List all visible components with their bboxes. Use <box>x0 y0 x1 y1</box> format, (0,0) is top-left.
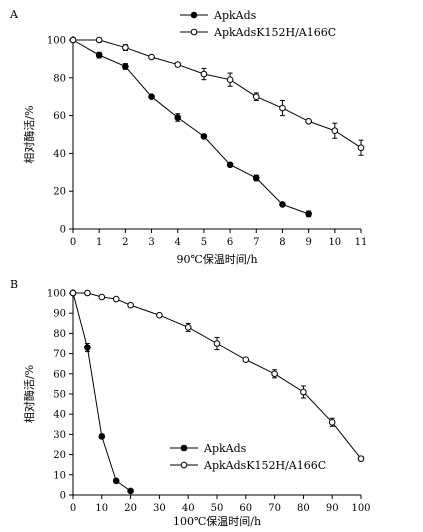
data-point <box>305 210 312 218</box>
y-tick-label: 50 <box>53 390 66 401</box>
y-tick-label: 40 <box>53 149 66 160</box>
data-point <box>200 133 208 140</box>
data-point <box>271 370 278 378</box>
y-tick-label: 80 <box>53 73 66 84</box>
x-tick-label: 0 <box>70 503 76 514</box>
legend-marker <box>180 461 188 469</box>
series-line-2 <box>73 39 362 149</box>
data-point <box>112 295 120 303</box>
chart-panel-b: B 0 10 20 30 40 50 60 70 80 90 100 0 10 20 30 40 50 60 70 80… <box>10 278 371 528</box>
data-point <box>98 433 106 440</box>
y-tick-label: 60 <box>53 111 66 122</box>
data-point <box>156 311 163 319</box>
legend-label: ApkAds <box>203 442 247 455</box>
x-tick-label: 0 <box>70 237 76 248</box>
y-tick-label: 80 <box>53 329 66 340</box>
y-tick-label: 40 <box>53 410 66 421</box>
x-tick-label: 100 <box>351 503 370 514</box>
y-tick-label: 60 <box>53 369 66 380</box>
y-tick-label: 100 <box>47 36 66 47</box>
y-axis-label: 相对酶活/% <box>22 105 36 163</box>
data-point <box>148 93 155 100</box>
data-point <box>84 344 91 351</box>
legend-label: ApkAdsK152H/A166C <box>203 459 326 472</box>
legend-label: ApkAds <box>213 9 257 22</box>
legend-marker <box>190 28 198 36</box>
series-line-1 <box>72 292 131 492</box>
y-tick-label: 0 <box>60 225 66 236</box>
data-point <box>300 388 307 396</box>
x-tick-label: 80 <box>297 503 310 514</box>
data-point <box>127 301 134 309</box>
y-axis-label: 相对酶活/% <box>22 365 36 423</box>
data-point <box>252 174 260 182</box>
data-point <box>279 104 286 112</box>
legend-marker <box>180 444 188 452</box>
y-tick-label: 70 <box>53 349 66 360</box>
x-axis-label: 90℃保温时间/h <box>176 252 257 266</box>
y-tick-label: 10 <box>53 470 66 481</box>
data-point <box>252 93 260 100</box>
data-point <box>305 117 312 125</box>
data-point <box>226 76 234 83</box>
data-point <box>357 144 365 152</box>
chart-panel-a: A 0 1 2 3 4 5 6 7 8 9 10 11 0 20 40 60 80 100 90℃保温时间/h 相对酶活… <box>9 8 367 266</box>
x-tick-label: 4 <box>175 237 181 248</box>
data-point <box>174 114 182 121</box>
data-point <box>213 340 221 347</box>
x-tick-label: 11 <box>355 237 368 248</box>
data-point <box>174 61 182 68</box>
x-tick-label: 3 <box>148 237 154 248</box>
x-tick-label: 10 <box>95 503 108 514</box>
panel-label: B <box>10 278 18 291</box>
panel-label: A <box>9 8 19 21</box>
x-tick-label: 5 <box>201 237 207 248</box>
data-point <box>112 477 120 485</box>
x-tick-label: 8 <box>279 237 285 248</box>
y-tick-label: 100 <box>47 289 66 300</box>
y-tick-label: 20 <box>53 187 66 198</box>
y-tick-label: 90 <box>53 309 66 320</box>
data-point <box>242 356 250 363</box>
y-tick-label: 0 <box>60 491 66 502</box>
data-point <box>184 324 192 331</box>
x-axis-label: 100℃保温时间/h <box>173 514 261 528</box>
x-tick-label: 1 <box>96 237 102 248</box>
data-point <box>122 63 129 70</box>
data-point <box>328 418 336 426</box>
data-point <box>69 289 77 297</box>
data-point <box>200 70 208 78</box>
series-line-1 <box>72 39 309 215</box>
data-point <box>127 487 134 495</box>
data-point <box>95 36 103 44</box>
data-point <box>84 289 91 297</box>
x-tick-label: 9 <box>305 237 311 248</box>
x-tick-label: 70 <box>268 503 281 514</box>
x-tick-label: 20 <box>124 503 137 514</box>
x-tick-label: 60 <box>239 503 252 514</box>
data-point <box>69 36 77 44</box>
x-tick-label: 50 <box>211 503 224 514</box>
x-tick-label: 40 <box>182 503 195 514</box>
data-point <box>95 51 103 59</box>
series-line-2 <box>73 292 362 459</box>
y-tick-label: 30 <box>53 430 66 441</box>
x-tick-label: 30 <box>153 503 166 514</box>
legend-label: ApkAdsK152H/A166C <box>213 26 336 39</box>
x-tick-label: 10 <box>328 237 341 248</box>
data-point <box>226 161 234 169</box>
data-point <box>148 53 155 61</box>
y-tick-label: 20 <box>53 450 66 461</box>
data-point <box>331 127 339 135</box>
data-point <box>279 201 286 208</box>
x-tick-label: 6 <box>227 237 233 248</box>
data-point <box>357 455 365 462</box>
data-point <box>98 293 106 301</box>
legend-marker <box>190 11 198 19</box>
data-point <box>122 44 129 51</box>
x-tick-label: 7 <box>253 237 259 248</box>
x-tick-label: 2 <box>122 237 128 248</box>
x-tick-label: 90 <box>326 503 339 514</box>
